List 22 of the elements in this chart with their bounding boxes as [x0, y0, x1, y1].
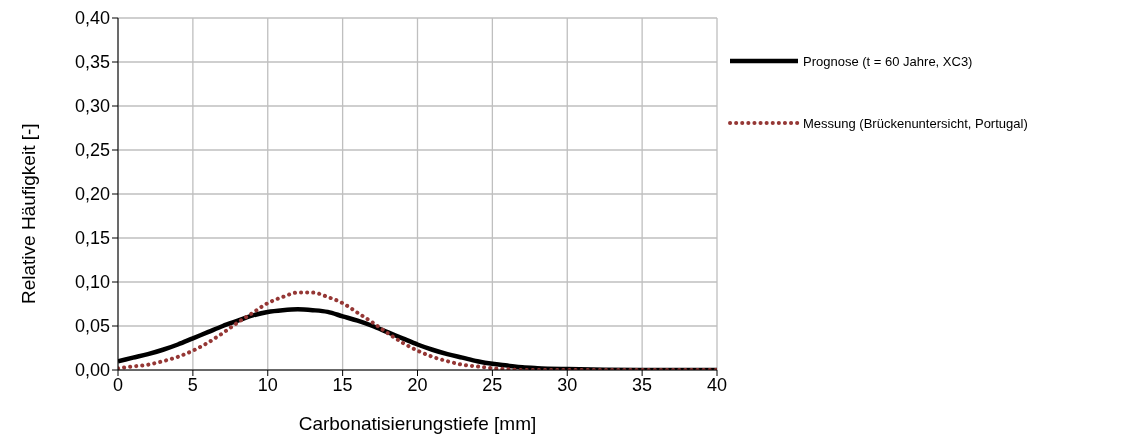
- y-tick-label: 0,30: [74, 96, 110, 117]
- y-tick-label: 0,35: [74, 52, 110, 73]
- x-tick-label: 20: [407, 374, 428, 395]
- y-tick-label: 0,40: [74, 8, 110, 29]
- x-tick-label: 15: [332, 374, 353, 395]
- x-axis-title: Carbonatisierungstiefe [mm]: [298, 413, 537, 434]
- y-tick-label: 0,25: [74, 140, 110, 161]
- y-tick-label: 0,20: [74, 184, 110, 205]
- x-tick-label: 35: [632, 374, 653, 395]
- text: Prognose (t = 60 Jahre, XC3): [803, 53, 973, 69]
- y-tick-label: 0,00: [74, 360, 110, 381]
- x-tick-label: 40: [706, 374, 728, 395]
- y-tick-label: 0,10: [74, 272, 110, 293]
- x-tick-label: 30: [557, 374, 578, 395]
- x-tick-label: 5: [187, 374, 198, 395]
- text: Messung (Brückenuntersicht, Portugal): [803, 115, 1028, 131]
- y-tick-label: 0,05: [74, 316, 110, 337]
- x-tick-label: 25: [482, 374, 503, 395]
- x-tick-label: 10: [257, 374, 278, 395]
- y-tick-label: 0,15: [74, 228, 110, 249]
- y-axis-title: Relative Häufigkeit [-]: [17, 123, 39, 304]
- x-tick-label: 0: [112, 374, 124, 395]
